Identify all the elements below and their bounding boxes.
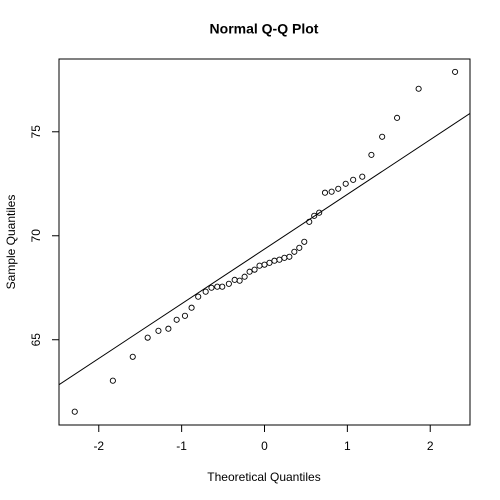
x-tick-label: 0: [261, 439, 268, 453]
chart-title: Normal Q-Q Plot: [210, 21, 319, 37]
y-tick-label: 75: [29, 125, 43, 139]
point: [359, 173, 366, 180]
point: [236, 277, 243, 284]
point: [350, 176, 357, 183]
point: [266, 259, 273, 266]
x-tick-label: 2: [427, 439, 434, 453]
x-tick-label: -2: [93, 439, 104, 453]
x-tick-label: 1: [344, 439, 351, 453]
x-axis-label: Theoretical Quantiles: [207, 470, 320, 484]
point: [188, 304, 195, 311]
point: [328, 188, 335, 195]
point: [202, 288, 209, 295]
point: [311, 212, 318, 219]
point: [296, 244, 303, 251]
point: [286, 253, 293, 260]
x-tick-label: -1: [176, 439, 187, 453]
point: [144, 334, 151, 341]
point: [225, 280, 232, 287]
point: [246, 268, 253, 275]
point: [291, 248, 298, 255]
y-tick-label: 65: [29, 333, 43, 347]
y-axis-label: Sample Quantiles: [4, 195, 18, 290]
point: [195, 293, 202, 300]
point: [452, 68, 459, 75]
point: [173, 316, 180, 323]
point: [415, 85, 422, 92]
point: [335, 185, 342, 192]
point: [301, 238, 308, 245]
point: [379, 133, 386, 140]
point: [208, 284, 215, 291]
point: [394, 114, 401, 121]
point: [181, 312, 189, 319]
point: [165, 325, 172, 332]
point: [306, 218, 313, 225]
point: [71, 408, 78, 415]
point: [155, 327, 162, 334]
qq-line: [59, 113, 470, 386]
point: [219, 283, 226, 290]
point: [321, 189, 329, 196]
point: [368, 151, 375, 158]
y-tick-label: 70: [29, 229, 43, 243]
point: [241, 273, 248, 280]
point: [251, 266, 258, 273]
point: [109, 377, 116, 384]
point: [342, 180, 349, 187]
point: [316, 209, 323, 216]
point: [129, 353, 136, 360]
